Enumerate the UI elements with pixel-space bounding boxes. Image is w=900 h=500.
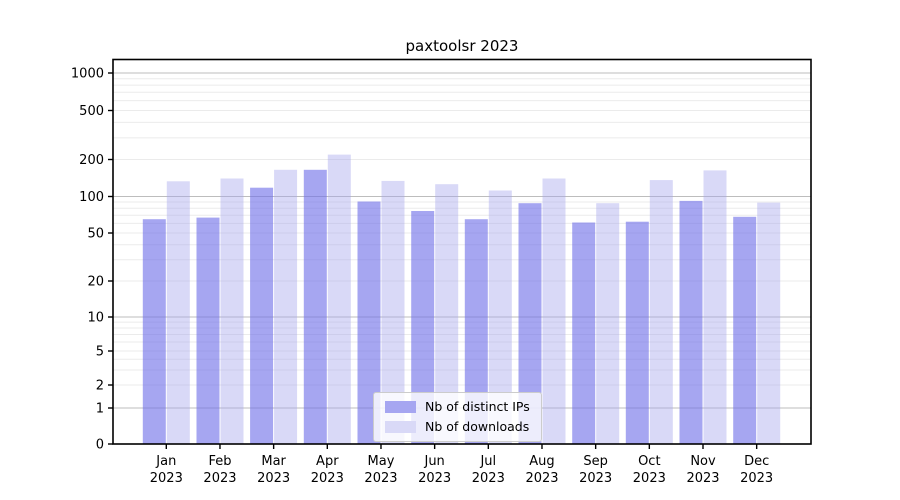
x-tick-label-year: 2023	[364, 471, 397, 486]
x-tick-label-year: 2023	[525, 471, 558, 486]
bar-downloads-aug	[542, 178, 566, 444]
bar-downloads-jul	[488, 190, 512, 444]
y-tick-label: 50	[87, 227, 104, 242]
x-tick-label-year: 2023	[311, 471, 344, 486]
x-tick-label-month: Dec	[744, 454, 769, 469]
x-tick-label-year: 2023	[203, 471, 236, 486]
x-tick-label-month: Jul	[479, 454, 496, 469]
bar-downloads-sep	[596, 203, 620, 444]
x-tick-label-year: 2023	[472, 471, 505, 486]
x-tick-label-year: 2023	[579, 471, 612, 486]
x-tick-label-month: Jan	[155, 454, 176, 469]
legend-item-distinct-ips: Nb of distinct IPs	[385, 399, 530, 414]
bar-distinct-ips-feb	[196, 217, 220, 444]
legend-label-distinct-ips: Nb of distinct IPs	[425, 399, 530, 414]
chart-title: paxtoolsr 2023	[405, 37, 519, 55]
bar-downloads-feb	[220, 178, 244, 444]
bar-distinct-ips-sep	[572, 222, 596, 444]
x-tick-label-year: 2023	[686, 471, 719, 486]
bar-distinct-ips-apr	[303, 169, 327, 445]
bar-distinct-ips-may	[357, 201, 381, 444]
x-tick-label-year: 2023	[633, 471, 666, 486]
x-tick-label-month: Nov	[690, 454, 716, 469]
y-tick-label: 1000	[71, 67, 104, 82]
bar-distinct-ips-jun	[411, 211, 435, 444]
x-tick-label-year: 2023	[150, 471, 183, 486]
bar-downloads-may	[381, 180, 405, 444]
bar-distinct-ips-jul	[464, 219, 488, 444]
bar-distinct-ips-oct	[625, 221, 649, 444]
bar-downloads-nov	[703, 170, 727, 444]
x-tick-label-year: 2023	[257, 471, 290, 486]
legend: Nb of distinct IPs Nb of downloads	[373, 392, 542, 442]
y-tick-label: 1	[96, 402, 104, 417]
y-tick-label: 100	[79, 190, 104, 205]
legend-swatch-distinct-ips	[385, 400, 416, 413]
y-tick-label: 2	[96, 379, 104, 394]
x-tick-label-year: 2023	[740, 471, 773, 486]
bar-distinct-ips-mar	[250, 187, 274, 444]
x-tick-label-month: Sep	[583, 454, 608, 469]
x-tick-label-month: Oct	[638, 454, 660, 469]
bar-downloads-jan	[166, 181, 190, 445]
y-tick-label: 5	[96, 345, 104, 360]
y-tick-label: 0	[96, 438, 104, 453]
x-tick-label-month: May	[368, 454, 395, 469]
x-tick-label-month: Apr	[316, 454, 339, 469]
y-tick-label: 20	[87, 275, 104, 290]
bar-distinct-ips-aug	[518, 203, 542, 444]
bar-distinct-ips-nov	[679, 200, 703, 444]
legend-label-downloads: Nb of downloads	[425, 419, 530, 434]
x-tick-label-month: Aug	[529, 454, 554, 469]
bar-downloads-jun	[435, 184, 459, 444]
x-tick-label-month: Feb	[208, 454, 231, 469]
bar-downloads-oct	[649, 180, 673, 444]
bar-downloads-mar	[274, 169, 298, 445]
y-tick-label: 500	[79, 104, 104, 119]
bar-distinct-ips-jan	[142, 219, 166, 444]
x-tick-label-year: 2023	[418, 471, 451, 486]
bar-distinct-ips-dec	[733, 216, 757, 444]
legend-swatch-downloads	[385, 420, 416, 433]
x-tick-label-month: Jun	[423, 454, 444, 469]
plot-frame	[112, 58, 812, 445]
y-tick-label: 200	[79, 153, 104, 168]
bar-downloads-dec	[757, 202, 781, 444]
y-tick-label: 10	[87, 311, 104, 326]
x-tick-label-month: Mar	[261, 454, 286, 469]
bar-downloads-apr	[327, 154, 351, 444]
legend-item-downloads: Nb of downloads	[385, 419, 530, 434]
